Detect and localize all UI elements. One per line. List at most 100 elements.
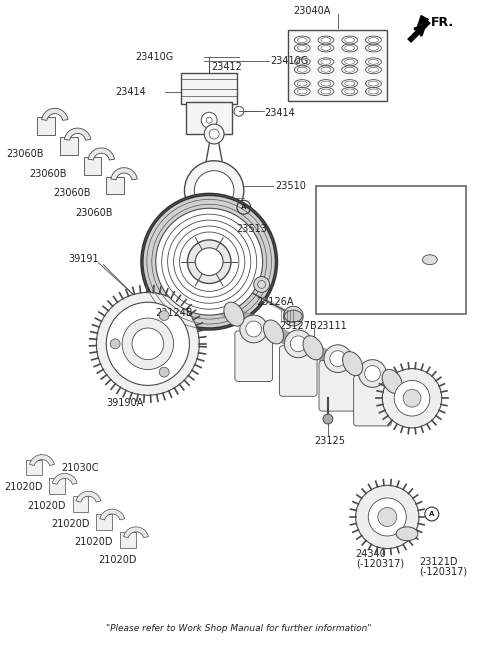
Text: 23060B: 23060B [76,208,113,218]
Ellipse shape [294,44,310,52]
Circle shape [234,107,244,116]
Ellipse shape [342,44,358,52]
Text: A: A [429,511,434,517]
Circle shape [142,194,276,329]
Text: 23125: 23125 [314,436,345,446]
Circle shape [184,161,244,220]
Bar [181,73,237,105]
Text: 24340: 24340 [395,291,426,301]
Circle shape [106,302,190,385]
Text: 21020D: 21020D [98,555,137,564]
Circle shape [368,498,406,536]
Text: 21020D: 21020D [4,482,43,492]
Circle shape [159,367,169,377]
Circle shape [342,237,373,268]
Text: 23410G: 23410G [135,52,173,62]
Circle shape [195,248,223,275]
Polygon shape [88,148,115,160]
Circle shape [356,485,419,549]
Circle shape [122,318,174,370]
Ellipse shape [366,80,381,88]
Ellipse shape [343,352,363,375]
Circle shape [283,306,303,326]
Circle shape [200,213,208,221]
Circle shape [159,311,169,320]
Ellipse shape [342,36,358,44]
Polygon shape [100,509,125,520]
Ellipse shape [342,88,358,95]
Ellipse shape [342,66,358,74]
FancyBboxPatch shape [279,346,317,396]
Circle shape [410,238,423,251]
Circle shape [132,328,164,360]
Text: A: A [444,240,449,246]
Bar [60,137,78,155]
Text: (-120317): (-120317) [419,566,467,576]
Circle shape [156,208,263,315]
Circle shape [246,321,262,337]
Text: 23414: 23414 [115,86,146,97]
Circle shape [383,369,442,428]
Text: 39190A: 39190A [106,398,144,408]
Ellipse shape [342,80,358,88]
Text: 23412: 23412 [211,61,242,72]
Text: 24340: 24340 [356,549,386,559]
Circle shape [240,315,267,343]
Circle shape [225,204,233,212]
Ellipse shape [294,80,310,88]
Ellipse shape [318,80,334,88]
Circle shape [395,223,439,267]
Ellipse shape [366,66,381,74]
FancyBboxPatch shape [319,360,357,411]
Text: FR.: FR. [431,16,454,29]
Circle shape [195,204,203,212]
Text: 23127B: 23127B [279,321,317,331]
Polygon shape [64,128,91,140]
Ellipse shape [366,88,381,95]
Text: 23060B: 23060B [6,149,44,159]
Circle shape [187,240,231,283]
Text: 23126A: 23126A [257,298,294,307]
Ellipse shape [284,310,302,322]
Circle shape [394,381,430,416]
Ellipse shape [294,36,310,44]
Bar [37,117,55,135]
Circle shape [350,245,365,260]
Bar [84,157,101,175]
Ellipse shape [303,336,323,360]
Text: 39191: 39191 [69,254,99,264]
Text: 21020D: 21020D [27,501,66,511]
FancyBboxPatch shape [235,331,273,381]
Text: 23510: 23510 [276,181,306,190]
Ellipse shape [318,66,334,74]
Circle shape [324,345,352,373]
Bar [288,30,387,101]
Polygon shape [29,455,54,466]
Polygon shape [123,527,148,538]
Bar [186,103,232,134]
Circle shape [254,277,270,292]
Text: 23111: 23111 [316,321,347,331]
Polygon shape [42,109,68,120]
Ellipse shape [366,44,381,52]
Text: 23040A: 23040A [293,7,331,16]
Polygon shape [52,473,77,485]
Circle shape [378,508,397,526]
Text: "Please refer to Work Shop Manual for further information": "Please refer to Work Shop Manual for fu… [106,624,372,633]
Circle shape [404,232,430,258]
Circle shape [284,330,312,358]
Ellipse shape [264,320,284,344]
Ellipse shape [396,527,418,541]
Ellipse shape [366,58,381,66]
Ellipse shape [318,88,334,95]
Ellipse shape [342,58,358,66]
Circle shape [359,360,386,387]
Bar [72,496,88,512]
Ellipse shape [366,36,381,44]
Circle shape [204,124,224,144]
Ellipse shape [318,44,334,52]
Ellipse shape [382,370,402,394]
Ellipse shape [422,255,437,265]
Circle shape [194,171,234,210]
Text: 21020D: 21020D [74,537,113,547]
